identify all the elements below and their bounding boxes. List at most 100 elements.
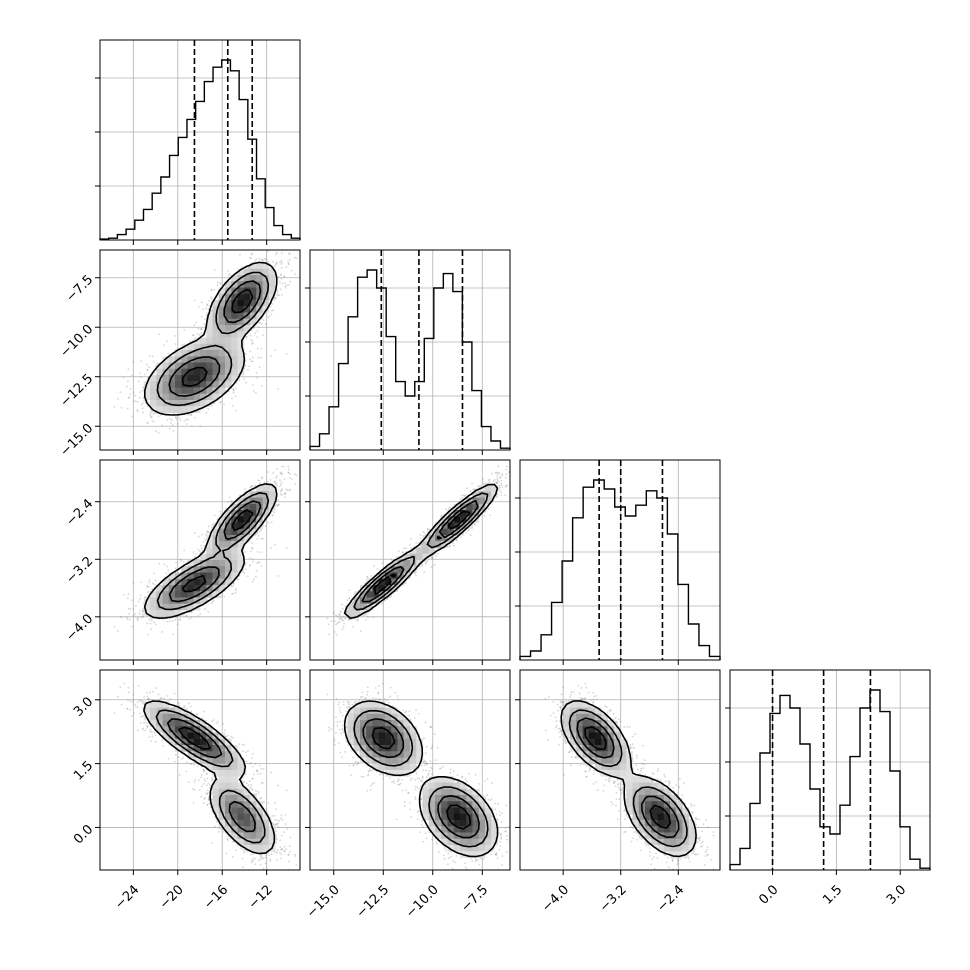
sample-point xyxy=(205,411,208,414)
sample-point xyxy=(213,269,216,271)
density-cell xyxy=(181,387,188,395)
sample-point xyxy=(204,318,207,321)
density-cell xyxy=(268,275,276,282)
sample-point xyxy=(200,301,203,304)
density-cell xyxy=(231,306,238,313)
density-cell xyxy=(243,300,251,307)
density-cell xyxy=(181,406,188,413)
sample-point xyxy=(232,592,234,595)
density-cell xyxy=(225,306,232,313)
density-cell xyxy=(218,375,226,382)
sample-point xyxy=(287,468,290,471)
density-cell xyxy=(162,387,170,395)
density-cell xyxy=(206,325,213,332)
density-cell xyxy=(175,375,182,382)
sample-point xyxy=(148,579,151,582)
sample-point xyxy=(174,619,177,621)
sample-point xyxy=(278,294,281,297)
sample-point xyxy=(251,356,254,359)
sample-point xyxy=(200,544,203,547)
density-cell xyxy=(206,318,213,326)
sample-point xyxy=(264,322,267,325)
sample-point xyxy=(136,409,139,411)
sample-point xyxy=(247,266,250,269)
panel-plot-area xyxy=(113,250,298,434)
density-cell xyxy=(187,356,195,363)
panel-frame xyxy=(99,249,301,451)
sample-point xyxy=(267,471,269,473)
sample-point xyxy=(117,630,119,632)
sample-point xyxy=(153,583,156,586)
sample-point xyxy=(198,334,201,336)
sample-point xyxy=(213,288,216,291)
sample-point xyxy=(285,488,288,491)
sample-point xyxy=(285,266,288,268)
sample-point xyxy=(127,396,130,399)
y-tick-label: −12.5 xyxy=(58,371,97,410)
sample-point xyxy=(244,562,247,565)
sample-point xyxy=(284,285,287,288)
sample-point xyxy=(273,481,276,484)
panel-frame xyxy=(99,39,301,241)
sample-point xyxy=(204,539,207,541)
density-cell xyxy=(206,362,213,370)
sample-point xyxy=(274,265,276,268)
density-cell xyxy=(237,300,245,307)
sample-point xyxy=(198,550,201,552)
sample-point xyxy=(245,335,248,338)
density-cell xyxy=(225,300,232,307)
sample-point xyxy=(193,299,196,302)
sample-point xyxy=(202,541,205,543)
density-cell xyxy=(156,400,163,407)
sample-point xyxy=(280,472,283,475)
sample-point xyxy=(232,582,235,585)
sample-point xyxy=(290,478,293,481)
density-cell xyxy=(143,393,151,401)
sample-point xyxy=(207,308,210,311)
density-cell xyxy=(175,406,182,413)
density-cell xyxy=(206,387,213,395)
sample-point xyxy=(139,376,142,379)
density-cell xyxy=(231,281,238,288)
sample-point xyxy=(205,307,208,310)
density-cell xyxy=(150,387,157,395)
sample-point xyxy=(210,288,213,291)
sample-point xyxy=(146,368,149,371)
sample-point xyxy=(194,321,197,324)
density-cell xyxy=(200,350,207,357)
sample-point xyxy=(276,293,278,296)
sample-point xyxy=(288,283,290,286)
y-tick-label: −3.2 xyxy=(63,554,96,587)
sample-point xyxy=(256,532,259,535)
sample-point xyxy=(280,490,282,492)
sample-point xyxy=(261,258,263,261)
density-cell xyxy=(175,381,182,388)
x-tick-label: 0.0 xyxy=(756,882,781,907)
sample-point xyxy=(256,336,259,339)
sample-point xyxy=(254,332,257,335)
sample-point xyxy=(249,256,252,259)
density-cell xyxy=(212,300,220,307)
sample-point xyxy=(219,513,222,516)
density-cell xyxy=(262,300,270,307)
sample-point xyxy=(126,385,128,388)
sample-point xyxy=(199,328,202,330)
sample-point xyxy=(287,262,290,265)
sample-point xyxy=(270,313,273,316)
sample-point xyxy=(194,553,197,555)
density-cell xyxy=(218,300,226,307)
y-tick-label: −15.0 xyxy=(58,421,97,460)
density-cell xyxy=(231,275,238,282)
sample-point xyxy=(171,424,174,427)
sample-point xyxy=(289,473,291,476)
sample-point xyxy=(251,547,254,550)
sample-point xyxy=(185,615,188,617)
density-cell xyxy=(193,375,201,382)
sample-point xyxy=(194,416,196,419)
density-cell xyxy=(212,362,220,370)
sample-point xyxy=(290,269,293,272)
sample-point xyxy=(248,365,251,368)
sample-point xyxy=(149,413,152,415)
sample-point xyxy=(262,334,264,337)
sample-point xyxy=(168,427,171,430)
